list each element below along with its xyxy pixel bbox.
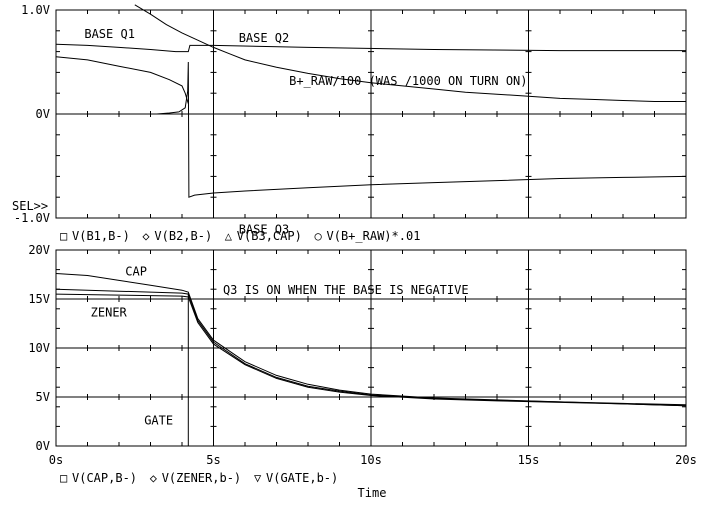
annotation-cap: CAP — [125, 264, 147, 278]
series-line-zener2 — [55, 293, 687, 407]
bottom-legend: □ V(CAP,B-) ◇ V(ZENER,b-) ▽ V(GATE,b-) — [60, 471, 338, 485]
annotation-base-q3: BASE Q3 — [239, 223, 290, 237]
annotation-zener: ZENER — [91, 306, 128, 320]
bottom-annotations: CAP ZENER GATE — [91, 264, 173, 427]
top-series — [55, 4, 687, 198]
legend-label: V(ZENER,b-) — [162, 471, 241, 485]
y-tick-label: 5V — [36, 390, 50, 404]
sel-marker: SEL>> — [12, 199, 48, 213]
top-y-tick-labels: 1.0V 0V -1.0V — [14, 3, 50, 225]
y-tick-label: 10V — [28, 341, 50, 355]
top-annotations: BASE Q1 BASE Q2 B+_RAW/100 (WAS /1000 ON T… — [84, 27, 527, 297]
y-tick-label: 20V — [28, 243, 50, 257]
y-tick-label: 15V — [28, 292, 50, 306]
x-tick-label: 10s — [360, 453, 382, 467]
annotation-braw: B+_RAW/100 (WAS /1000 ON TURN ON) — [289, 74, 527, 88]
series-line-b2 — [55, 56, 189, 104]
legend-symbol: ◇ — [142, 229, 150, 243]
series-line-b1 — [55, 43, 686, 53]
bottom-y-tick-labels: 20V 15V 10V 5V 0V — [28, 243, 50, 453]
x-tick-label: 5s — [206, 453, 220, 467]
bottom-panel: 20V 15V 10V 5V 0V 0s 5s 10s 15s 20s CAP ZENER GATE… — [28, 243, 697, 500]
legend-label: V(B2,B-) — [154, 229, 212, 243]
bottom-grid — [56, 250, 686, 446]
x-axis-label: Time — [358, 486, 387, 500]
legend-label: V(CAP,B-) — [72, 471, 137, 485]
annotation-base-q1: BASE Q1 — [84, 27, 135, 41]
bottom-x-tick-labels: 0s 5s 10s 15s 20s — [49, 453, 697, 467]
x-tick-label: 0s — [49, 453, 63, 467]
legend-label: V(GATE,b-) — [266, 471, 338, 485]
y-tick-label: 1.0V — [21, 3, 50, 17]
legend-label: V(B+_RAW)*.01 — [327, 229, 421, 243]
top-legend: □ V(B1,B-) ◇ V(B2,B-) △ V(B3,CAP) ○ V(B+_RAW)*.… — [60, 229, 420, 243]
y-tick-label: -1.0V — [14, 211, 50, 225]
top-panel: 1.0V 0V -1.0V BASE Q1 BASE Q2 B+_RAW/100 (WA… — [12, 3, 687, 297]
legend-symbol: ○ — [315, 229, 322, 243]
top-grid — [56, 10, 686, 218]
legend-symbol: □ — [60, 229, 67, 243]
legend-symbol: △ — [225, 229, 233, 243]
y-tick-label: 0V — [36, 439, 50, 453]
annotation-gate: GATE — [144, 413, 173, 427]
y-tick-label: 0V — [36, 107, 50, 121]
legend-label: V(B1,B-) — [72, 229, 130, 243]
legend-symbol: ◇ — [150, 471, 158, 485]
x-tick-label: 20s — [675, 453, 697, 467]
legend-label: V(B3,CAP) — [237, 229, 302, 243]
annotation-base-q2: BASE Q2 — [239, 31, 290, 45]
legend-symbol: ▽ — [254, 471, 262, 485]
legend-symbol: □ — [60, 471, 67, 485]
series-line-braw — [134, 4, 686, 102]
x-tick-label: 15s — [518, 453, 540, 467]
series-line-b3 — [156, 61, 687, 198]
annotation-q3-note: Q3 IS ON WHEN THE BASE IS NEGATIVE — [223, 283, 469, 297]
bottom-series — [55, 273, 687, 446]
